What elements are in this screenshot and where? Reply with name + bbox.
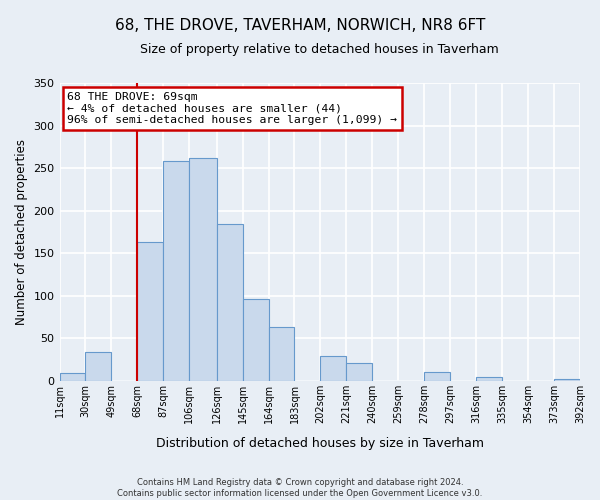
Bar — [59, 374, 85, 381]
Bar — [269, 328, 295, 381]
Bar — [320, 356, 346, 381]
Bar — [554, 380, 580, 381]
Text: 68 THE DROVE: 69sqm
← 4% of detached houses are smaller (44)
96% of semi-detache: 68 THE DROVE: 69sqm ← 4% of detached hou… — [67, 92, 397, 125]
Y-axis label: Number of detached properties: Number of detached properties — [15, 139, 28, 325]
Bar — [242, 299, 269, 381]
Text: 68, THE DROVE, TAVERHAM, NORWICH, NR8 6FT: 68, THE DROVE, TAVERHAM, NORWICH, NR8 6F… — [115, 18, 485, 32]
X-axis label: Distribution of detached houses by size in Taverham: Distribution of detached houses by size … — [156, 437, 484, 450]
Bar — [137, 242, 163, 381]
Bar — [85, 352, 112, 381]
Bar — [346, 363, 373, 381]
Bar — [476, 376, 502, 381]
Bar — [163, 162, 190, 381]
Bar — [217, 224, 242, 381]
Bar — [424, 372, 450, 381]
Title: Size of property relative to detached houses in Taverham: Size of property relative to detached ho… — [140, 42, 499, 56]
Text: Contains HM Land Registry data © Crown copyright and database right 2024.
Contai: Contains HM Land Registry data © Crown c… — [118, 478, 482, 498]
Bar — [190, 158, 217, 381]
